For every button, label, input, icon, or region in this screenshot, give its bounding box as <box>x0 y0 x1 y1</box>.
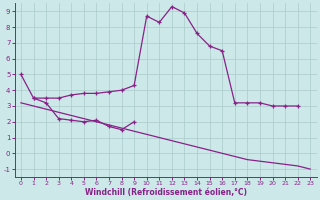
X-axis label: Windchill (Refroidissement éolien,°C): Windchill (Refroidissement éolien,°C) <box>84 188 247 197</box>
